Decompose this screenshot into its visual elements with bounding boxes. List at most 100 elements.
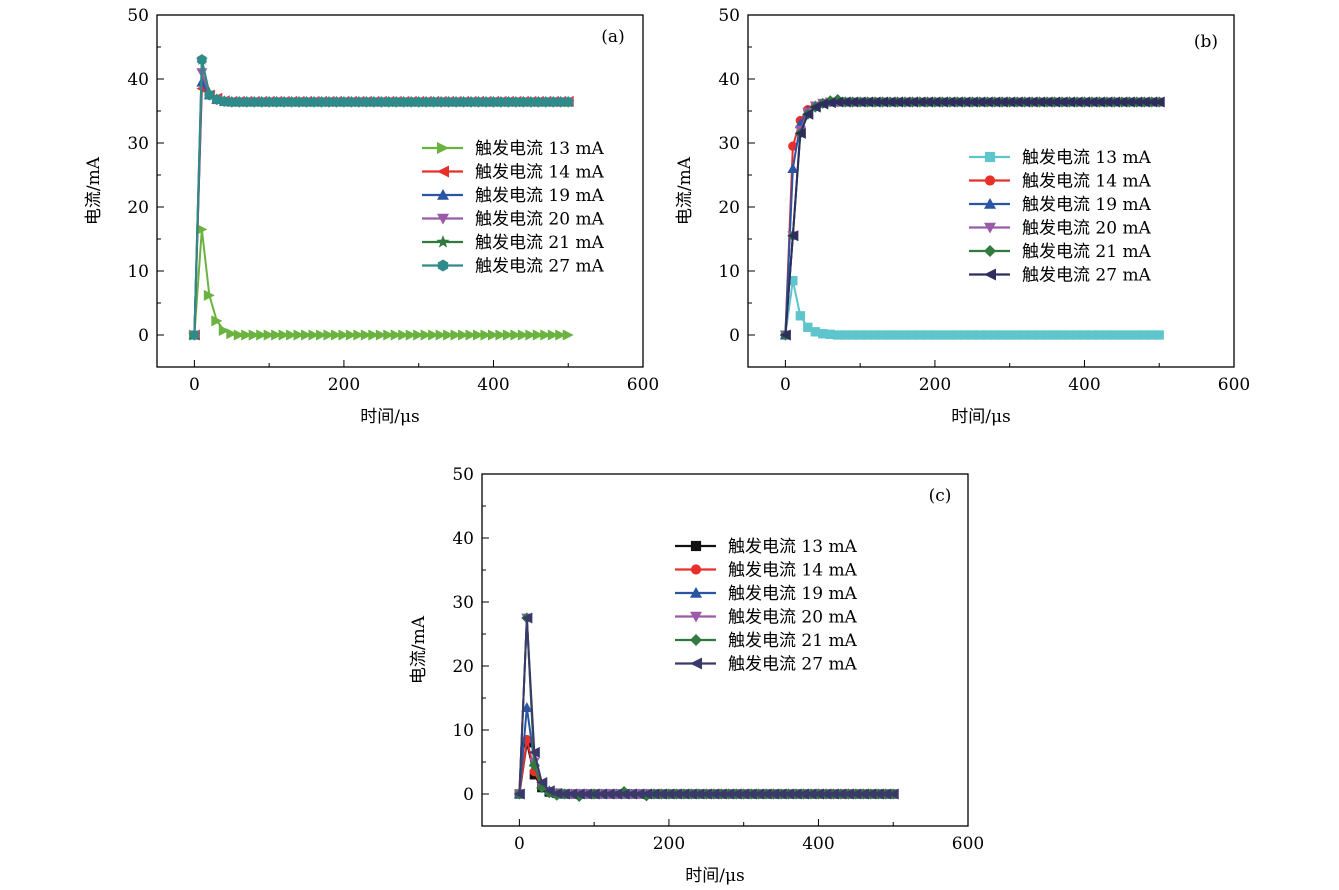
- data-point: [346, 96, 357, 108]
- legend-marker: [437, 165, 449, 178]
- data-point: [345, 329, 357, 341]
- data-point: [204, 89, 215, 101]
- data-point: [907, 330, 918, 340]
- data-point: [753, 788, 765, 800]
- legend-marker: [984, 245, 996, 257]
- series-line: [518, 742, 894, 795]
- data-point: [1057, 330, 1067, 340]
- x-tick-label: 400: [1068, 375, 1100, 395]
- x-tick-label: 600: [952, 834, 984, 854]
- data-point: [212, 93, 222, 105]
- legend: 触发电流 13 mA 触发电流 14 mA 触发电流 19 mA 触发电流 20 mA…: [969, 148, 1152, 286]
- legend-marker: [690, 587, 702, 598]
- data-point: [526, 96, 536, 108]
- data-point: [271, 96, 282, 108]
- data-point: [241, 329, 253, 341]
- y-tick-label: 40: [127, 70, 149, 90]
- data-point: [835, 788, 847, 800]
- x-tick-label: 0: [514, 834, 525, 854]
- data-point: [1005, 330, 1015, 340]
- data-point: [596, 788, 608, 800]
- data-point: [1123, 96, 1135, 108]
- data-point: [900, 330, 910, 340]
- data-point: [533, 96, 544, 108]
- data-point: [511, 96, 521, 108]
- data-point: [547, 329, 559, 341]
- data-point: [428, 96, 439, 108]
- data-point: [857, 788, 869, 800]
- data-point: [1138, 96, 1150, 108]
- data-point: [211, 315, 223, 327]
- x-axis-label: 时间/μs: [685, 866, 745, 886]
- data-point: [990, 330, 1000, 340]
- data-point: [488, 96, 499, 108]
- data-point: [1011, 96, 1023, 108]
- series-1: [780, 275, 1164, 340]
- data-point: [944, 96, 956, 108]
- data-point: [787, 163, 799, 173]
- legend-marker: [436, 235, 450, 248]
- data-point: [1093, 96, 1105, 108]
- legend-marker: [437, 189, 449, 200]
- data-point: [503, 96, 514, 108]
- data-point: [1131, 96, 1143, 108]
- data-point: [700, 788, 712, 800]
- data-point: [663, 788, 675, 800]
- data-point: [775, 788, 787, 800]
- legend: 触发电流 13 mA 触发电流 14 mA 触发电流 19 mA 触发电流 20 mA…: [422, 139, 605, 277]
- legend-marker: [984, 175, 996, 186]
- series-line: [784, 280, 1160, 336]
- data-point: [413, 329, 425, 341]
- data-point: [1154, 330, 1164, 340]
- data-point: [880, 788, 892, 800]
- legend-marker: [437, 259, 449, 272]
- data-point: [518, 96, 529, 108]
- data-point: [1049, 330, 1060, 340]
- data-point: [952, 330, 963, 340]
- data-point: [525, 329, 537, 341]
- data-point: [655, 788, 667, 800]
- data-point: [466, 96, 476, 108]
- data-point: [383, 329, 395, 341]
- data-point: [517, 329, 529, 341]
- data-point: [1116, 96, 1128, 108]
- data-point: [536, 776, 548, 788]
- data-point: [884, 96, 896, 108]
- data-point: [1101, 96, 1113, 108]
- data-point: [398, 96, 409, 108]
- data-point: [256, 96, 267, 108]
- data-point: [922, 330, 933, 340]
- data-point: [218, 325, 230, 337]
- chart-panel-1: 0 200 400 600 0 10 20 30 40 50 时间/μs 电流/mA (a) 触发电流 1…: [84, 6, 659, 427]
- data-point: [369, 96, 379, 108]
- data-point: [189, 329, 200, 341]
- data-point: [870, 330, 880, 340]
- panel-label: (c): [929, 486, 952, 506]
- legend-label: 触发电流 21 mA: [728, 631, 858, 651]
- data-point: [832, 96, 844, 108]
- data-point: [1049, 96, 1061, 108]
- data-point: [562, 329, 574, 341]
- data-point: [869, 96, 881, 108]
- data-point: [338, 329, 350, 341]
- data-point: [405, 329, 417, 341]
- data-point: [820, 788, 832, 800]
- plot-frame: [156, 14, 644, 368]
- data-point: [316, 96, 327, 108]
- data-point: [1012, 330, 1022, 340]
- legend-label: 触发电流 19 mA: [475, 186, 605, 206]
- data-point: [715, 788, 727, 800]
- series-line: [518, 707, 894, 795]
- data-point: [794, 127, 806, 139]
- data-point: [1026, 96, 1038, 108]
- data-point: [375, 329, 387, 341]
- data-point: [458, 329, 470, 341]
- y-tick-label: 0: [463, 785, 474, 805]
- legend-marker: [690, 634, 702, 646]
- data-point: [1132, 330, 1142, 340]
- data-point: [877, 330, 888, 340]
- y-axis-label: 电流/mA: [84, 156, 104, 225]
- data-point: [1034, 96, 1046, 108]
- data-point: [862, 330, 873, 340]
- data-point: [1079, 330, 1090, 340]
